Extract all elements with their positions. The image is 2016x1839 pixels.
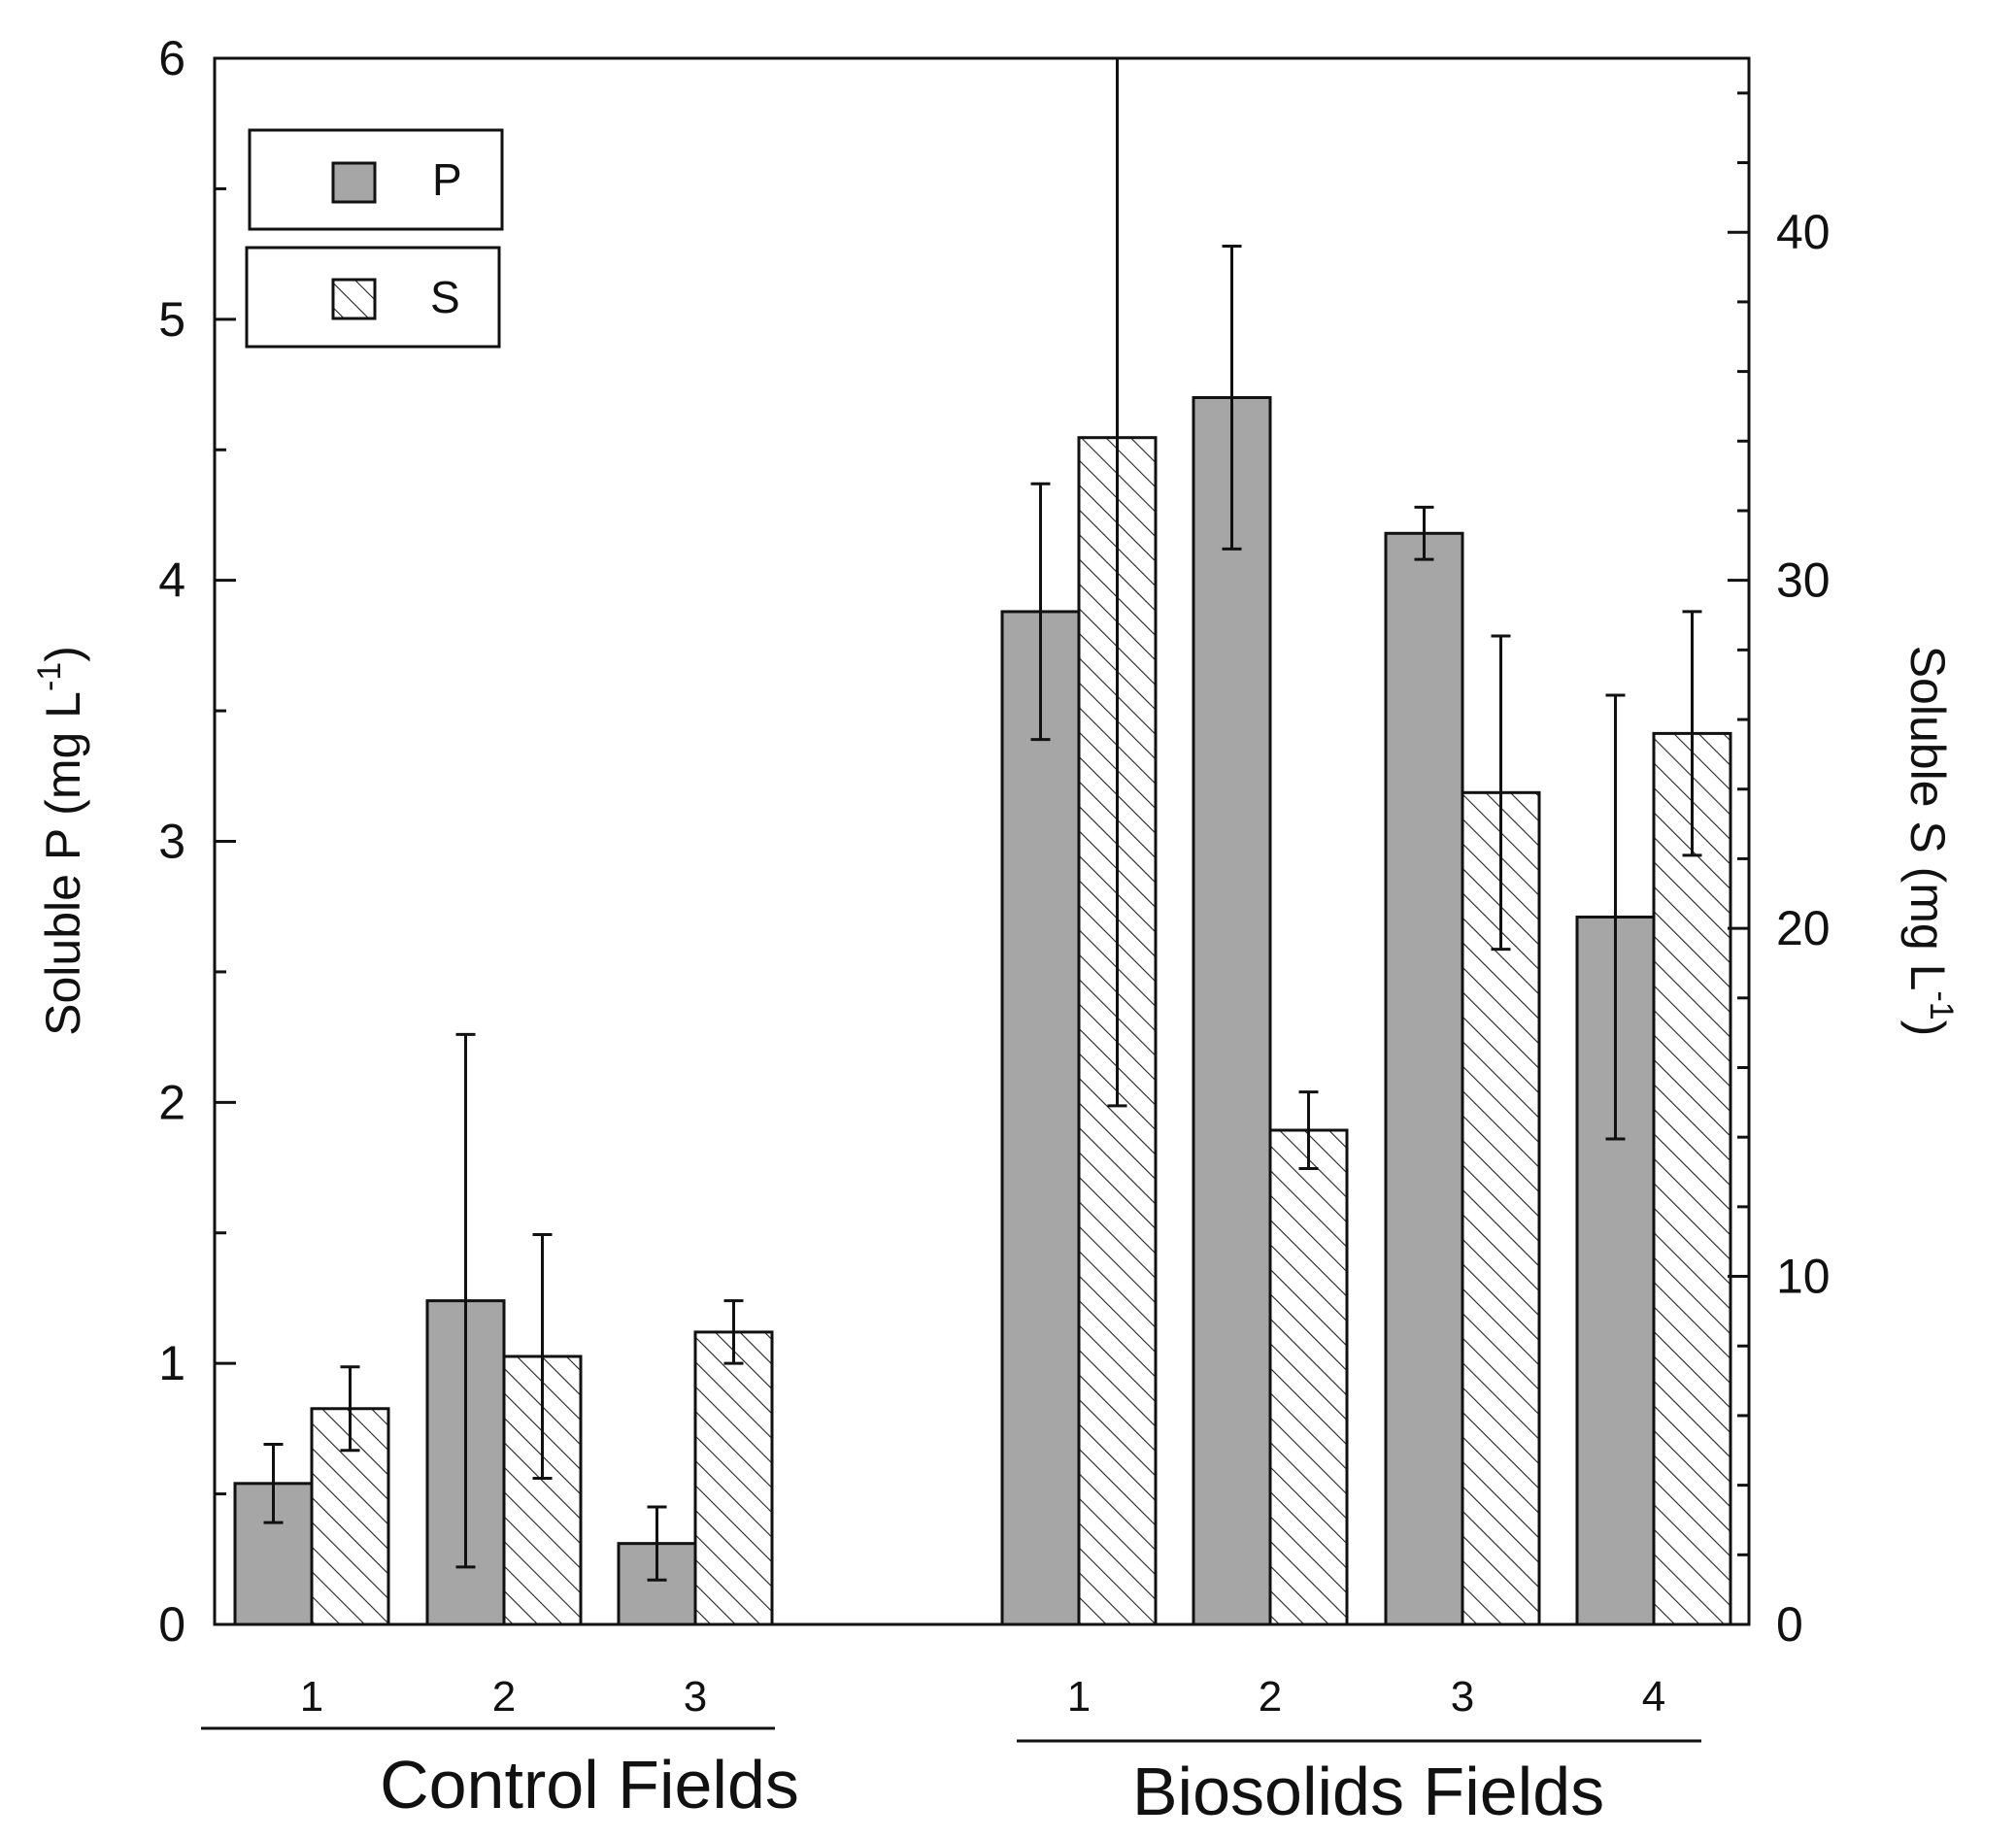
errorbars-layer — [263, 58, 1702, 1582]
right-tick-label: 30 — [1776, 553, 1831, 608]
category-tick-label: 1 — [300, 1673, 323, 1721]
ticks-layer: 0 1 2 3 4 5 6 0 10 20 30 40 1 2 3 1 2 3 4 — [158, 31, 1830, 1721]
right-tick-label: 0 — [1776, 1597, 1803, 1652]
bar-p — [1192, 395, 1272, 1626]
right-tick-label: 10 — [1776, 1250, 1831, 1304]
category-tick-label: 1 — [1067, 1673, 1091, 1721]
right-axis-title: Soluble S (mg L-1) — [1900, 646, 1960, 1037]
bar-s — [1652, 731, 1732, 1626]
category-tick-label: 3 — [1451, 1673, 1474, 1721]
left-tick-label: 0 — [158, 1597, 185, 1652]
legend-label-s: S — [430, 272, 460, 322]
bar-s — [1268, 1128, 1349, 1626]
control-group-title: Control Fields — [380, 1747, 799, 1822]
legend: P S — [245, 128, 504, 349]
category-tick-label: 2 — [1259, 1673, 1282, 1721]
legend-swatch-p — [331, 161, 377, 204]
category-tick-label: 4 — [1642, 1673, 1665, 1721]
legend-swatch-s — [331, 278, 377, 320]
left-tick-label: 5 — [158, 292, 185, 347]
bar-p — [617, 1542, 697, 1626]
right-tick-label: 20 — [1776, 901, 1831, 955]
bar-s — [693, 1330, 774, 1626]
category-tick-label: 2 — [492, 1673, 516, 1721]
bar-p — [1384, 531, 1464, 1626]
left-tick-label: 1 — [158, 1336, 185, 1390]
bar-p — [1000, 610, 1081, 1626]
left-tick-label: 4 — [158, 553, 185, 608]
left-axis-title: Soluble P (mg L-1) — [31, 646, 90, 1036]
left-tick-label: 2 — [158, 1075, 185, 1129]
right-tick-label: 40 — [1776, 205, 1831, 259]
bars-layer — [233, 395, 1732, 1626]
left-tick-label: 6 — [158, 31, 185, 85]
biosolids-group-title: Biosolids Fields — [1132, 1754, 1604, 1829]
category-tick-label: 3 — [684, 1673, 707, 1721]
legend-label-p: P — [432, 154, 462, 205]
left-tick-label: 3 — [158, 815, 185, 869]
